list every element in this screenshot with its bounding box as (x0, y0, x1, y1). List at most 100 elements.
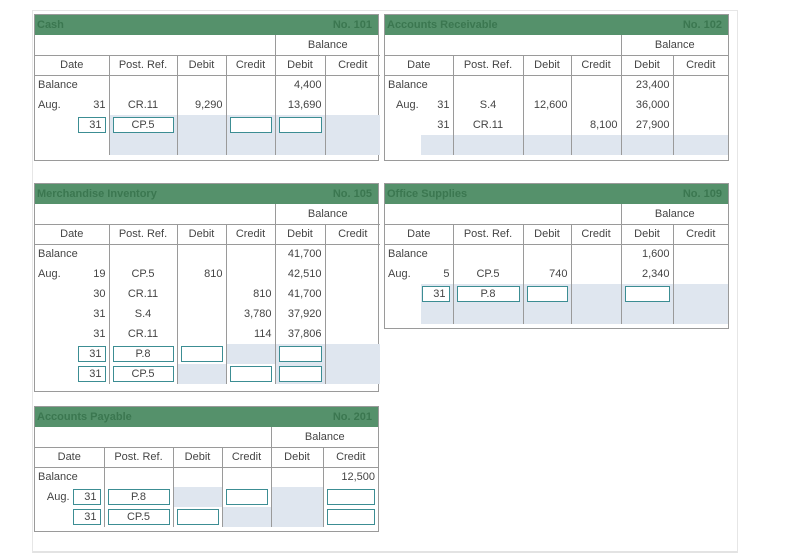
balance-debit-value: 1,600 (620, 244, 673, 264)
table-row: 31 CP.5 (35, 115, 381, 135)
date-input[interactable]: 31 (72, 489, 101, 505)
account-title: Cash (37, 19, 64, 31)
col-debit: Debit (176, 224, 226, 245)
col-balance-debit: Debit (274, 55, 325, 76)
col-credit: Credit (225, 55, 275, 76)
col-post-ref: Post. Ref. (452, 224, 523, 245)
debit-input[interactable] (526, 286, 568, 302)
col-date: Date (385, 55, 453, 76)
balance-credit-input[interactable] (326, 489, 376, 505)
date-cell: Aug. 31 (385, 95, 453, 115)
credit-input[interactable] (229, 117, 272, 133)
credit-value: 114 (225, 324, 275, 344)
account-title: Accounts Receivable (387, 19, 498, 31)
col-credit: Credit (570, 55, 621, 76)
ledger-header: Office Supplies No. 109 (385, 184, 728, 204)
balance-debit-value: 42,510 (274, 264, 325, 284)
account-title: Accounts Payable (37, 411, 132, 423)
date-cell: Aug. 19 (35, 264, 109, 284)
table-row: Aug. 5 CP.5 740 2,340 (385, 264, 729, 284)
balance-debit-input[interactable] (278, 366, 322, 382)
account-number: No. 105 (332, 188, 372, 200)
table-row: Balance 1,600 (385, 244, 729, 264)
table-row: Aug. 31 P.8 (35, 487, 379, 507)
table-row: 31 P.8 (35, 344, 381, 364)
balance-debit-input[interactable] (278, 117, 322, 133)
balance-debit-input[interactable] (278, 346, 322, 362)
date-input[interactable]: 31 (77, 117, 106, 133)
col-balance-credit: Credit (672, 55, 729, 76)
debit-input[interactable] (180, 346, 223, 362)
balance-debit-value: 41,700 (274, 244, 325, 264)
balance-group-header: Balance (620, 204, 729, 225)
date-input[interactable]: 31 (421, 286, 450, 302)
spacer (35, 35, 275, 56)
col-credit: Credit (225, 224, 275, 245)
date-cell: Aug. 31 (35, 95, 109, 115)
table-row: Balance 41,700 (35, 244, 381, 264)
balance-debit-value: 13,690 (274, 95, 325, 115)
post-ref-input[interactable]: P.8 (112, 346, 174, 362)
post-ref-input[interactable]: P.8 (107, 489, 170, 505)
ledger-accounts-receivable: Accounts Receivable No. 102 Balance Date… (384, 14, 729, 161)
col-debit: Debit (176, 55, 226, 76)
col-debit: Debit (522, 55, 571, 76)
day-value: 31 (93, 99, 106, 111)
col-post-ref: Post. Ref. (108, 224, 177, 245)
post-ref-input[interactable]: P.8 (456, 286, 520, 302)
col-post-ref: Post. Ref. (103, 447, 173, 468)
debit-value: 810 (176, 264, 226, 284)
day-value: 31 (93, 308, 106, 320)
credit-input[interactable] (229, 366, 272, 382)
balance-debit-value: 37,920 (274, 304, 325, 324)
balance-debit-value: 2,340 (620, 264, 673, 284)
post-ref-value: CR.11 (108, 284, 177, 304)
col-balance-credit: Credit (322, 447, 379, 468)
table-row: 30 CR.11 810 41,700 (35, 284, 381, 304)
month-label: Aug. (38, 99, 61, 111)
day-value: 19 (93, 268, 106, 280)
credit-input[interactable] (225, 489, 268, 505)
col-balance-credit: Credit (324, 55, 381, 76)
balance-credit-input[interactable] (326, 509, 376, 525)
col-balance-credit: Credit (324, 224, 381, 245)
date-cell: Balance (38, 471, 78, 484)
col-debit: Debit (172, 447, 222, 468)
col-balance-debit: Debit (274, 224, 325, 245)
date-input[interactable]: 31 (77, 346, 106, 362)
col-date: Date (35, 224, 109, 245)
col-date: Date (35, 55, 109, 76)
table-row: 31 CR.11 114 37,806 (35, 324, 381, 344)
table-row: 31 CP.5 (35, 507, 379, 527)
date-cell: Balance (38, 248, 78, 261)
post-ref-value: CP.5 (108, 264, 177, 284)
date-input[interactable]: 31 (77, 366, 106, 382)
post-ref-input[interactable]: CP.5 (112, 366, 174, 382)
col-date: Date (35, 447, 104, 468)
balance-group-header: Balance (270, 427, 379, 448)
account-number: No. 109 (682, 188, 722, 200)
table-row: Balance 12,500 (35, 467, 379, 487)
day-value: 31 (437, 119, 450, 131)
table-row: Balance 23,400 (385, 75, 729, 95)
account-number: No. 201 (332, 411, 372, 423)
debit-input[interactable] (176, 509, 219, 525)
debit-value: 12,600 (522, 95, 571, 115)
account-title: Merchandise Inventory (37, 188, 157, 200)
balance-debit-value: 4,400 (274, 75, 325, 95)
date-cell: Balance (388, 248, 428, 261)
account-number: No. 101 (332, 19, 372, 31)
day-value: 5 (443, 268, 450, 280)
post-ref-input[interactable]: CP.5 (107, 509, 170, 525)
col-balance-debit: Debit (620, 224, 673, 245)
col-balance-credit: Credit (672, 224, 729, 245)
balance-debit-input[interactable] (624, 286, 670, 302)
ledger-header: Accounts Payable No. 201 (35, 407, 378, 427)
date-input[interactable]: 31 (72, 509, 101, 525)
table-row: Aug. 31 S.4 12,600 36,000 (385, 95, 729, 115)
post-ref-input[interactable]: CP.5 (112, 117, 174, 133)
col-balance-debit: Debit (620, 55, 673, 76)
credit-value: 3,780 (225, 304, 275, 324)
balance-debit-value: 23,400 (620, 75, 673, 95)
ledger-header: Cash No. 101 (35, 15, 378, 35)
